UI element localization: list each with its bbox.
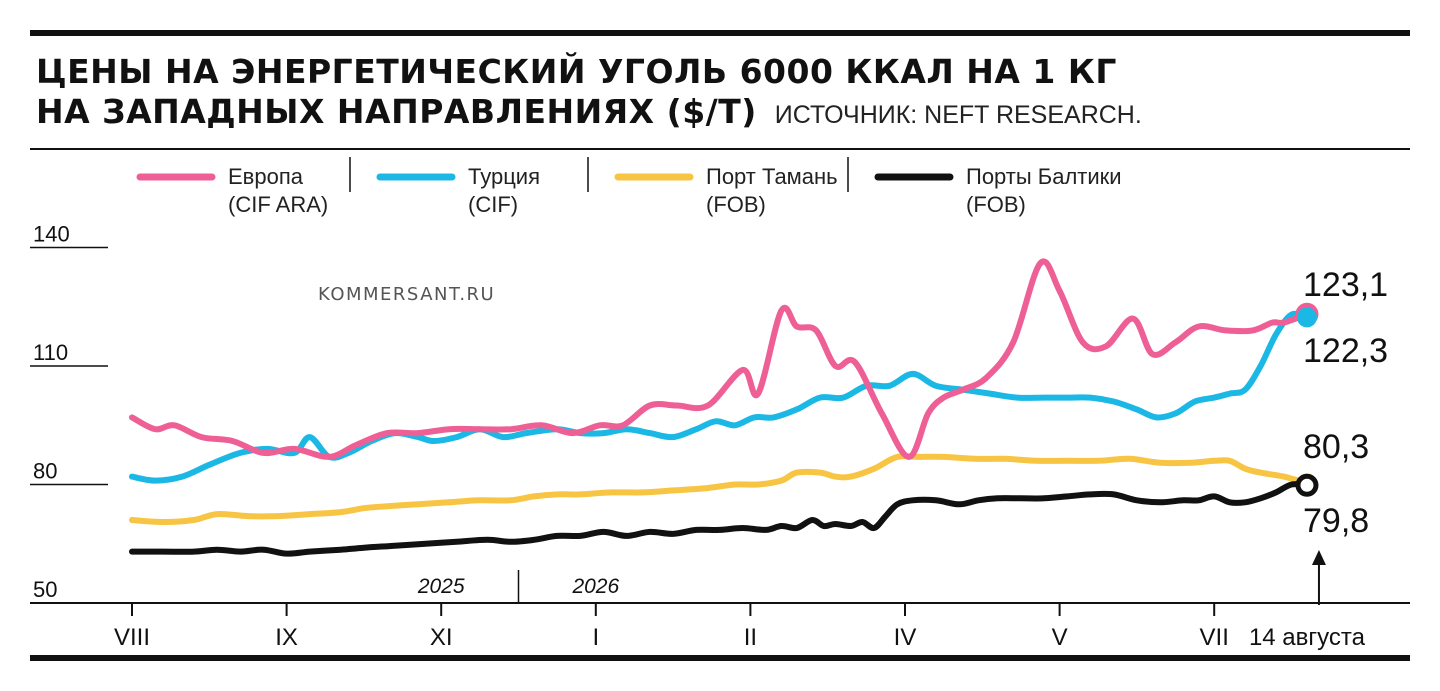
- year-label-2025: 2025: [417, 575, 465, 598]
- x-tick-label-2: XI: [430, 624, 453, 651]
- legend-label-0: Европа: [228, 164, 304, 189]
- end-value-label-3: 79,8: [1303, 502, 1369, 540]
- x-tick-label-1: IX: [275, 624, 298, 651]
- x-tick-label-3: I: [592, 624, 599, 651]
- x-tick-label-6: V: [1052, 624, 1068, 651]
- x-tick-label-4: II: [744, 624, 757, 651]
- x-tick-label-5: IV: [894, 624, 917, 651]
- year-label-2026: 2026: [571, 575, 619, 598]
- series-line-1: [129, 310, 1310, 484]
- legend: Европа (CIF ARA) Турция (CIF) Порт Тамань (FO…: [136, 157, 1122, 217]
- x-tick-label-0: VIII: [114, 624, 150, 651]
- y-axis: 50 80 110 140: [30, 222, 108, 602]
- chart-title-line1: ЦЕНЫ НА ЭНЕРГЕТИЧЕСКИЙ УГОЛЬ 6000 ККАЛ Н…: [36, 52, 1117, 91]
- end-marker-3: [1295, 473, 1319, 497]
- legend-sublabel-2: (FOB): [706, 192, 766, 217]
- x-tick-label-8: 14 августа: [1249, 624, 1366, 651]
- legend-sublabel-1: (CIF): [468, 192, 518, 217]
- top-rule: [30, 30, 1410, 36]
- date-arrow-head: [1311, 550, 1326, 565]
- end-value-label-1: 122,3: [1303, 332, 1388, 370]
- legend-sublabel-3: (FOB): [966, 192, 1026, 217]
- y-tick-label-50: 50: [33, 577, 57, 602]
- y-tick-label-140: 140: [33, 222, 70, 247]
- series-line-3: [129, 481, 1310, 557]
- legend-sublabel-0: (CIF ARA): [228, 192, 328, 217]
- header-divider: [30, 148, 1410, 150]
- legend-label-3: Порты Балтики: [966, 164, 1122, 189]
- source-note: ИСТОЧНИК: NEFT RESEARCH.: [774, 101, 1142, 129]
- end-value-label-0: 123,1: [1303, 266, 1388, 304]
- chart-title-line2-text: НА ЗАПАДНЫХ НАПРАВЛЕНИЯХ ($/Т): [36, 92, 757, 131]
- end-markers: 123,1 122,3 80,3 79,8: [1295, 266, 1388, 540]
- end-marker-1: [1296, 307, 1317, 328]
- bottom-rule: [30, 655, 1410, 661]
- legend-label-1: Турция: [468, 164, 540, 189]
- series-line-0: [129, 258, 1310, 460]
- chart-title-line2: НА ЗАПАДНЫХ НАПРАВЛЕНИЯХ ($/Т) ИСТОЧНИК: …: [36, 92, 1142, 135]
- series-lines: [129, 258, 1310, 557]
- series-line-2: [129, 453, 1310, 525]
- x-tick-label-7: VII: [1200, 624, 1229, 651]
- y-tick-label-110: 110: [33, 340, 68, 365]
- legend-label-2: Порт Тамань: [706, 164, 838, 189]
- y-tick-label-80: 80: [33, 459, 57, 484]
- chart-title: ЦЕНЫ НА ЭНЕРГЕТИЧЕСКИЙ УГОЛЬ 6000 ККАЛ Н…: [36, 52, 1142, 135]
- end-value-label-2: 80,3: [1303, 428, 1369, 466]
- watermark-text: KOMMERSANT.RU: [318, 284, 495, 305]
